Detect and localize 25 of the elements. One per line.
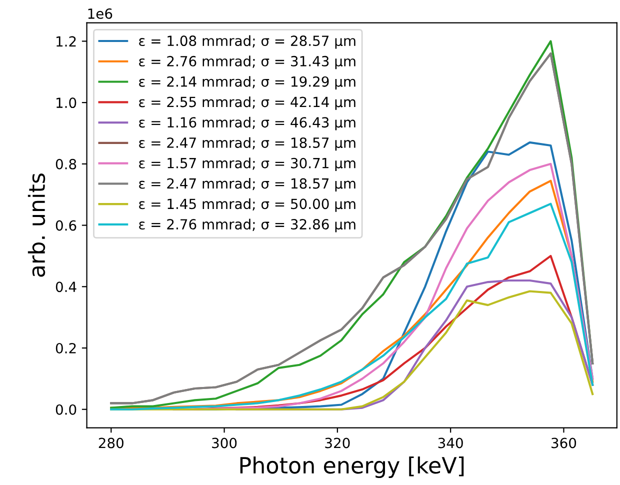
x-tick-label: 360 xyxy=(552,438,576,448)
legend-label: ε = 1.45 mmrad; σ = 50.00 μm xyxy=(139,198,356,212)
legend-label: ε = 1.16 mmrad; σ = 46.43 μm xyxy=(139,116,356,130)
legend-label: ε = 2.76 mmrad; σ = 32.86 μm xyxy=(139,218,356,232)
y-tick-label: 0.2 xyxy=(56,342,76,354)
legend-label: ε = 2.47 mmrad; σ = 18.57 μm xyxy=(139,178,356,192)
legend-label: ε = 2.55 mmrad; σ = 42.14 μm xyxy=(139,96,356,110)
y-tick-label: 1.0 xyxy=(56,98,76,108)
x-tick-label: 320 xyxy=(325,438,350,448)
x-tick-label: 280 xyxy=(98,438,124,448)
legend-label: ε = 2.47 mmrad; σ = 18.57 μm xyxy=(139,137,356,151)
legend-label: ε = 2.14 mmrad; σ = 19.29 μm xyxy=(139,76,356,90)
x-tick-label: 340 xyxy=(438,438,463,448)
x-tick-label: 300 xyxy=(212,438,237,448)
y-tick-label: 0.8 xyxy=(56,158,76,170)
y-axis-title: arb. units xyxy=(28,174,46,277)
legend-label: ε = 1.57 mmrad; σ = 30.71 μm xyxy=(139,158,356,172)
y-tick-label: 0.0 xyxy=(56,404,76,415)
x-axis-title: Photon energy [keV] xyxy=(240,456,464,478)
legend-label: ε = 2.76 mmrad; σ = 31.43 μm xyxy=(139,56,356,70)
y-tick-label: 0.6 xyxy=(56,220,76,231)
y-tick-label: 1.2 xyxy=(56,36,76,46)
legend-label: ε = 1.08 mmrad; σ = 28.57 μm xyxy=(139,35,356,49)
text: 1e6 xyxy=(88,8,112,19)
y-tick-label: 0.4 xyxy=(56,282,76,292)
